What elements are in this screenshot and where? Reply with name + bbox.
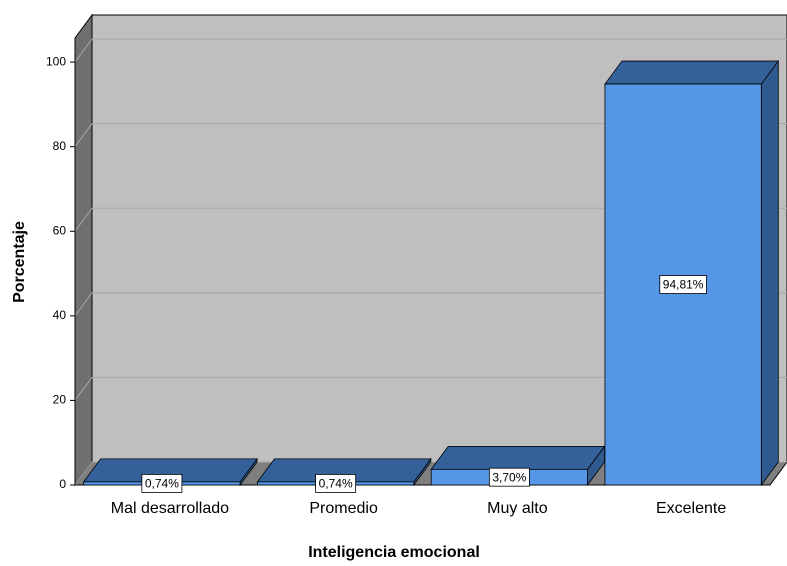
value-label: 3,70% <box>492 470 526 484</box>
x-tick-label: Mal desarrollado <box>111 500 229 517</box>
x-tick-label: Muy alto <box>487 500 548 517</box>
value-label-box <box>659 275 707 294</box>
grid-line <box>74 292 787 317</box>
grid-line <box>74 207 787 232</box>
y-tick-label: 100 <box>46 54 66 68</box>
value-label-box <box>315 474 357 493</box>
x-tick-label: Promedio <box>309 500 378 517</box>
value-label-box <box>488 467 530 487</box>
grid-line <box>74 38 787 63</box>
y-tick-label: 0 <box>59 477 66 491</box>
y-axis-title: Porcentaje <box>11 221 28 303</box>
value-label: 0,74% <box>145 477 179 491</box>
grid-line <box>74 376 787 401</box>
bar-top <box>430 445 606 470</box>
y-tick-label: 60 <box>53 223 67 237</box>
left-wall <box>74 13 93 487</box>
x-axis-title: Inteligencia emocional <box>308 544 480 561</box>
grid-line <box>74 123 787 147</box>
bar-top <box>604 60 780 85</box>
value-label: 94,81% <box>663 278 704 292</box>
y-tick-label: 80 <box>53 139 67 153</box>
bar-side <box>760 59 779 487</box>
y-tick-label: 20 <box>53 393 67 407</box>
value-label-box <box>141 474 183 493</box>
y-tick-label: 40 <box>53 308 67 322</box>
x-tick-label: Excelente <box>656 500 726 517</box>
value-label: 0,74% <box>319 477 353 491</box>
